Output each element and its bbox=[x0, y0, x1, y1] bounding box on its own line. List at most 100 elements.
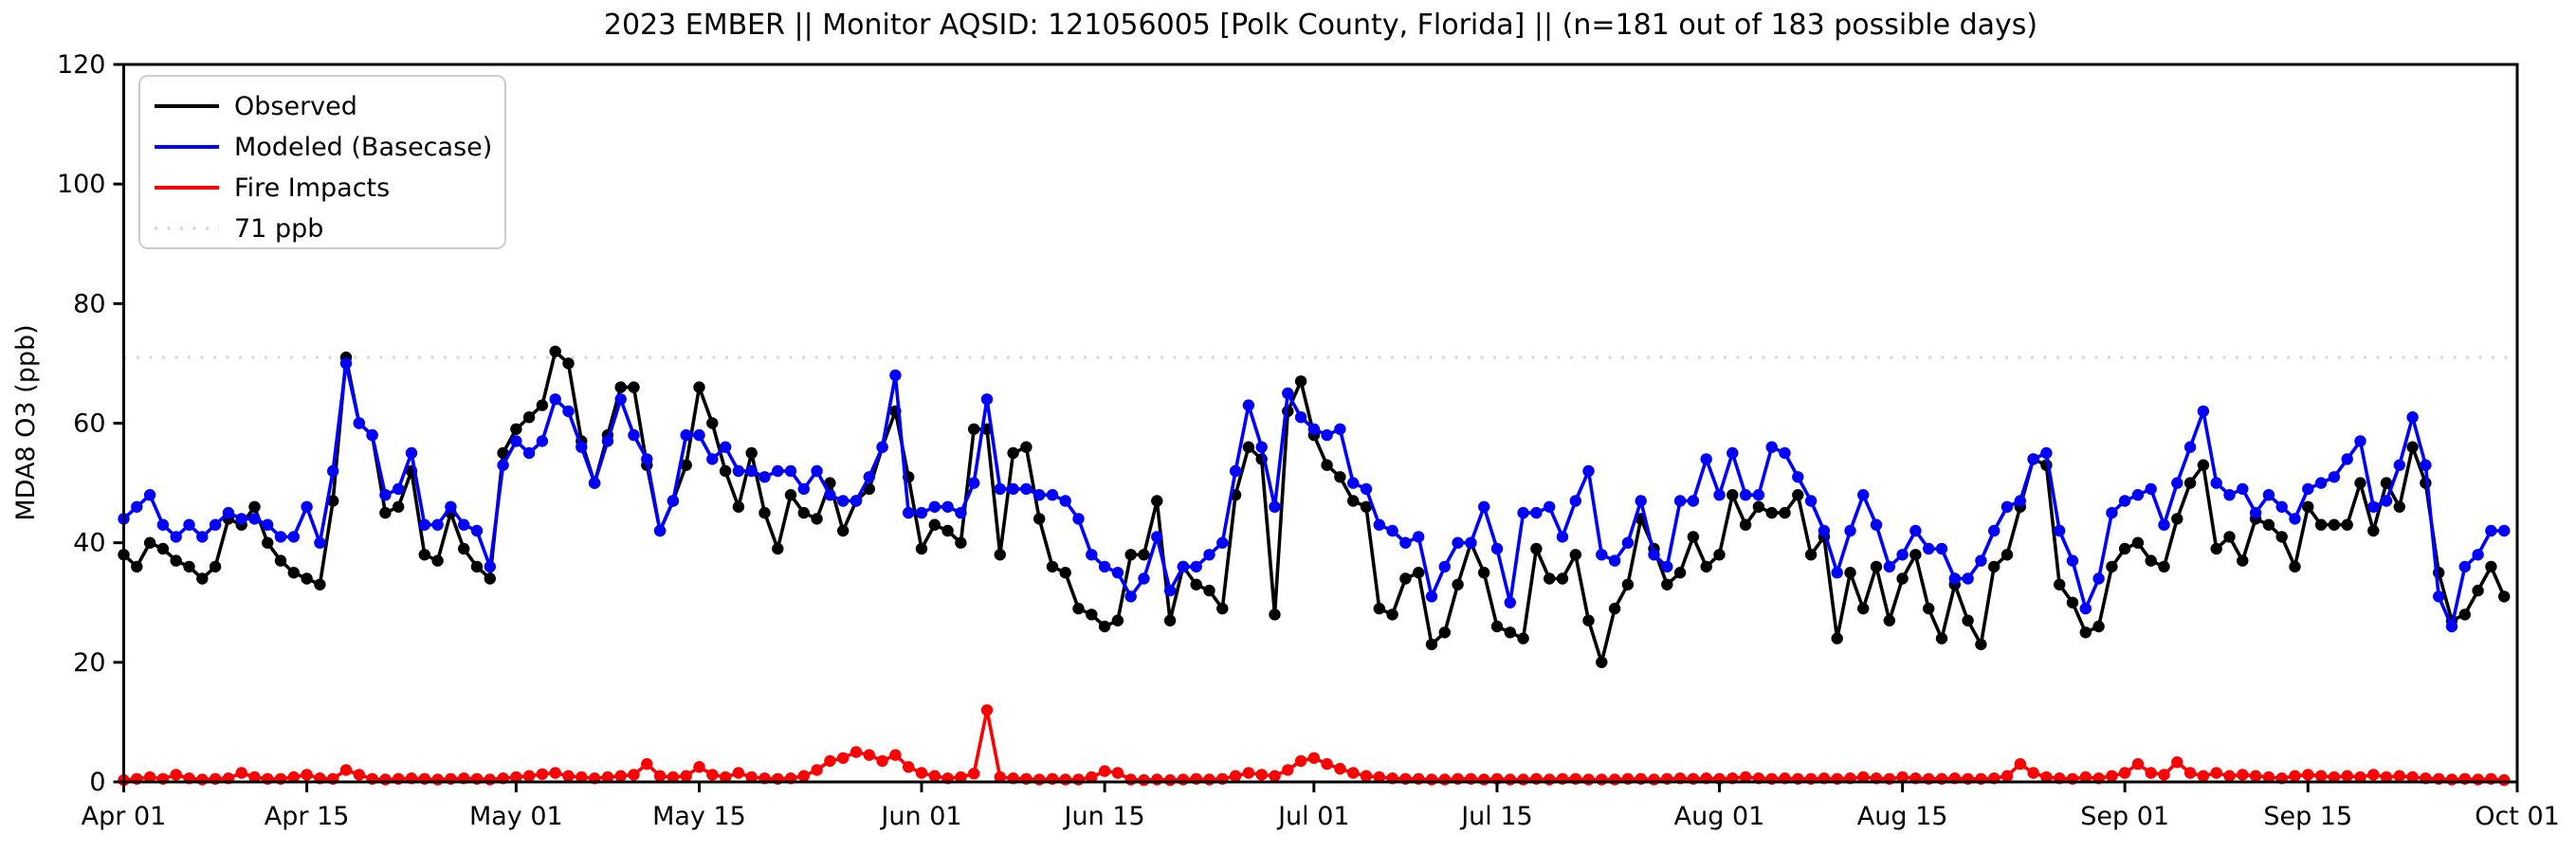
data-point bbox=[1517, 773, 1529, 786]
data-point bbox=[1373, 771, 1386, 784]
data-point bbox=[1334, 762, 1346, 775]
data-point bbox=[928, 500, 941, 513]
data-point bbox=[1452, 536, 1464, 549]
data-point bbox=[994, 482, 1007, 496]
data-point bbox=[1321, 757, 1333, 771]
data-point bbox=[1360, 500, 1373, 513]
data-point bbox=[863, 471, 875, 483]
data-point bbox=[353, 769, 365, 781]
data-point bbox=[497, 459, 509, 471]
data-point bbox=[262, 518, 274, 531]
data-point bbox=[811, 464, 823, 478]
data-point bbox=[706, 417, 719, 429]
data-point bbox=[405, 446, 418, 460]
data-point bbox=[327, 495, 339, 507]
data-point bbox=[1883, 614, 1896, 626]
data-point bbox=[1282, 764, 1294, 776]
data-point bbox=[131, 560, 143, 573]
data-point bbox=[2027, 453, 2039, 465]
data-point bbox=[1465, 536, 1477, 549]
data-point bbox=[170, 531, 182, 543]
data-point bbox=[2066, 554, 2079, 567]
data-point bbox=[2420, 459, 2432, 471]
data-point bbox=[1831, 632, 1843, 644]
data-point bbox=[2498, 524, 2511, 537]
data-point bbox=[1124, 590, 1137, 603]
data-point bbox=[470, 560, 484, 573]
data-point bbox=[601, 435, 614, 447]
data-point bbox=[1504, 596, 1517, 608]
data-point bbox=[2106, 770, 2118, 782]
data-point bbox=[301, 572, 313, 585]
data-point bbox=[2406, 441, 2419, 453]
data-point bbox=[1713, 489, 1726, 501]
data-point bbox=[143, 771, 156, 784]
data-point bbox=[1582, 464, 1595, 478]
data-point bbox=[2158, 560, 2170, 573]
legend-label-observed: Observed bbox=[234, 92, 357, 121]
data-point bbox=[1111, 614, 1124, 626]
data-point bbox=[1544, 572, 1556, 585]
data-point bbox=[1700, 560, 1712, 573]
data-point bbox=[2145, 554, 2157, 567]
data-point bbox=[889, 749, 902, 761]
data-point bbox=[614, 770, 627, 782]
legend-box bbox=[138, 75, 506, 249]
data-point bbox=[2106, 506, 2118, 519]
data-point bbox=[2302, 482, 2314, 496]
data-point bbox=[484, 572, 496, 585]
data-point bbox=[1163, 773, 1177, 787]
data-point bbox=[1294, 375, 1307, 388]
data-point bbox=[1478, 567, 1490, 579]
data-point bbox=[824, 477, 836, 489]
data-point bbox=[955, 506, 967, 519]
data-point bbox=[837, 524, 850, 537]
data-point bbox=[1608, 602, 1621, 615]
data-point bbox=[393, 482, 405, 496]
data-point bbox=[2314, 770, 2328, 782]
data-point bbox=[1975, 554, 1987, 567]
data-point bbox=[1896, 771, 1909, 784]
data-point bbox=[680, 459, 692, 471]
data-point bbox=[2171, 756, 2183, 769]
data-point bbox=[772, 542, 784, 555]
data-point bbox=[2158, 518, 2170, 531]
data-point bbox=[1661, 578, 1673, 590]
data-point bbox=[156, 542, 170, 555]
data-point bbox=[2275, 531, 2288, 543]
data-point bbox=[1504, 773, 1517, 786]
data-point bbox=[2445, 773, 2458, 786]
data-point bbox=[287, 771, 300, 784]
data-point bbox=[1752, 489, 1765, 501]
data-point bbox=[2289, 513, 2301, 525]
data-point bbox=[2237, 482, 2249, 496]
data-point bbox=[1569, 549, 1582, 561]
data-point bbox=[2223, 489, 2236, 501]
data-point bbox=[274, 554, 287, 567]
data-point bbox=[1098, 620, 1111, 633]
data-point bbox=[2393, 459, 2405, 471]
data-point bbox=[393, 500, 405, 513]
data-point bbox=[1086, 771, 1098, 784]
x-axis: Apr 01 Apr 15 May 01 May 15 Jun 01 Jun 15 Jul … bbox=[82, 782, 2560, 831]
data-point bbox=[2079, 771, 2092, 784]
data-point bbox=[1360, 770, 1373, 782]
data-point bbox=[1242, 767, 1255, 779]
y-axis: 0 20 40 60 80 100 120 bbox=[57, 50, 124, 797]
legend-label-fire-impacts: Fire Impacts bbox=[234, 173, 390, 203]
data-point bbox=[1779, 446, 1791, 460]
data-point bbox=[2393, 500, 2405, 513]
data-point bbox=[2275, 500, 2288, 513]
data-point bbox=[811, 513, 823, 525]
data-point bbox=[732, 767, 745, 779]
data-point bbox=[1962, 614, 1974, 626]
data-point bbox=[1072, 773, 1085, 786]
data-point bbox=[131, 500, 143, 513]
data-point bbox=[1111, 767, 1124, 779]
data-point bbox=[536, 768, 549, 780]
data-point bbox=[1360, 482, 1373, 496]
data-point bbox=[758, 471, 771, 483]
data-point bbox=[183, 560, 195, 573]
data-point bbox=[2131, 489, 2145, 501]
data-point bbox=[1896, 549, 1909, 561]
